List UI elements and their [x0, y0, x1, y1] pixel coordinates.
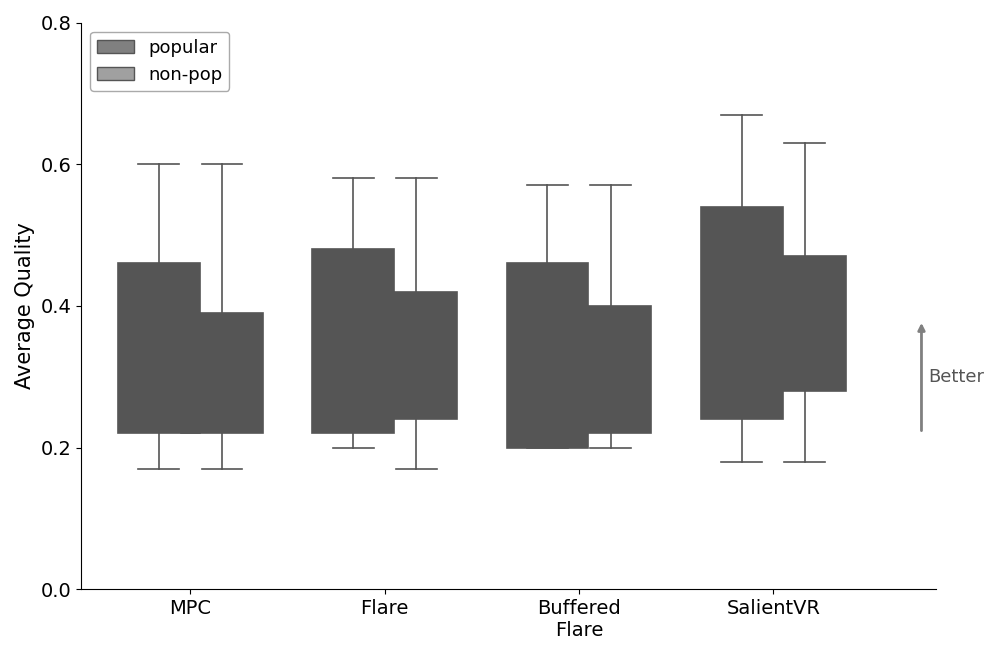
PathPatch shape: [312, 249, 394, 434]
Y-axis label: Average Quality: Average Quality: [15, 223, 35, 389]
PathPatch shape: [376, 291, 457, 419]
PathPatch shape: [507, 263, 588, 447]
PathPatch shape: [570, 306, 651, 434]
PathPatch shape: [181, 313, 263, 434]
PathPatch shape: [118, 263, 200, 434]
PathPatch shape: [701, 207, 783, 419]
PathPatch shape: [764, 256, 846, 391]
Legend: popular, non-pop: popular, non-pop: [90, 31, 229, 91]
Text: Better: Better: [928, 367, 984, 386]
